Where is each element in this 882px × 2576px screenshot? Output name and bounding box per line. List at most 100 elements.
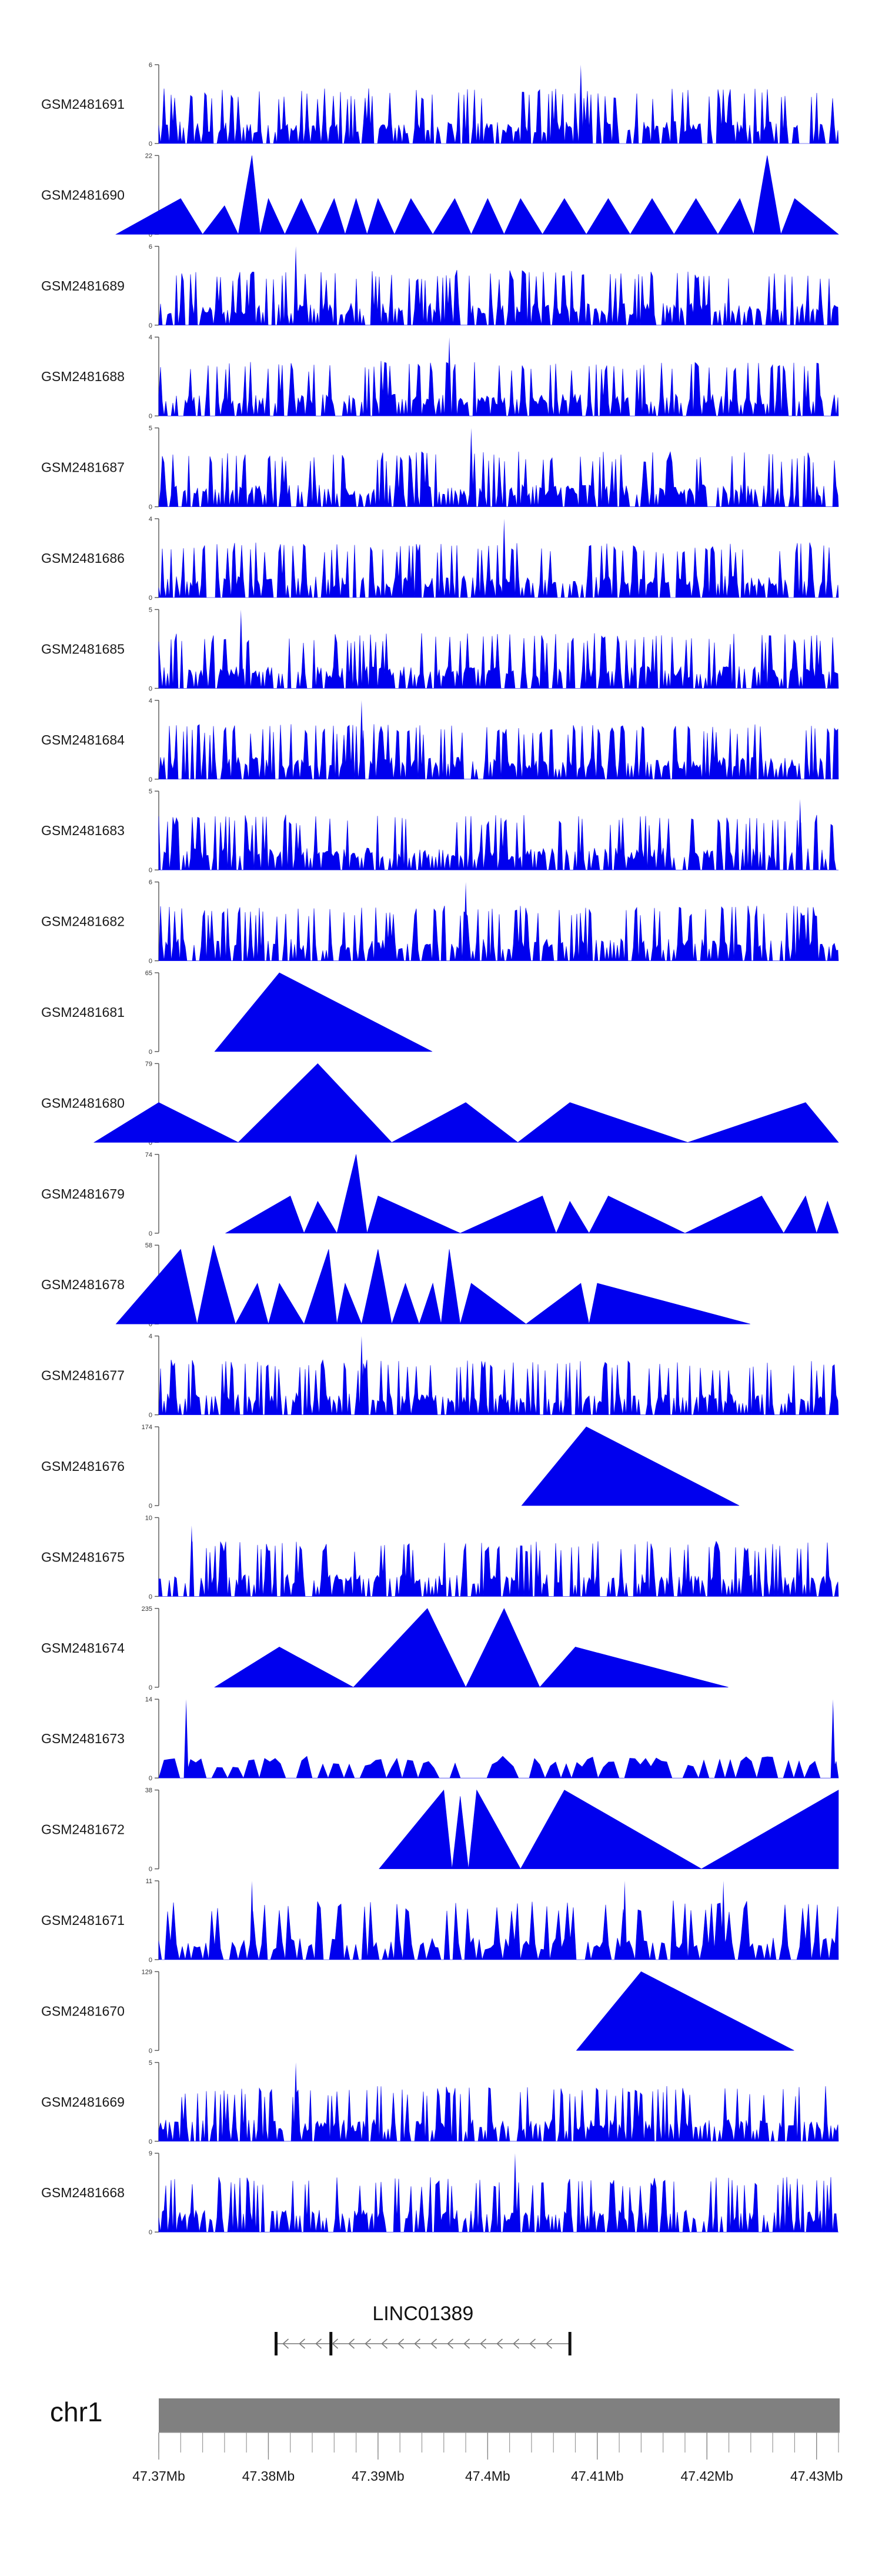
y-min-label: 0 [149, 595, 152, 602]
y-max-label: 74 [145, 1152, 152, 1159]
peak-mark [249, 1881, 255, 1960]
y-max-label: 10 [145, 1514, 152, 1521]
coverage-area [225, 1154, 839, 1234]
peak-mark [469, 428, 474, 507]
y-max-label: 5 [149, 788, 152, 795]
strand-arrow [480, 2338, 487, 2349]
y-min-label: 0 [149, 231, 152, 238]
strand-arrow [315, 2338, 322, 2349]
track-GSM2481682: GSM2481682 6 0 [41, 879, 839, 965]
peak-mark [189, 1525, 194, 1597]
strand-arrow [496, 2338, 503, 2349]
y-min-label: 0 [149, 1503, 152, 1510]
axis-tick-label: 47.4Mb [465, 2468, 510, 2484]
track-label: GSM2481674 [41, 1640, 125, 1656]
track-GSM2481671: GSM2481671 11 0 [41, 1878, 839, 1964]
y-max-label: 14 [145, 1696, 152, 1703]
strand-arrow [513, 2338, 520, 2349]
coverage-area [158, 724, 839, 780]
y-min-label: 0 [149, 322, 152, 329]
y-min-label: 0 [149, 1775, 152, 1782]
coverage-area [214, 1608, 729, 1688]
track-GSM2481683: GSM2481683 5 0 [41, 788, 838, 874]
track-GSM2481688: GSM2481688 4 0 [41, 334, 839, 420]
y-min-label: 0 [149, 867, 152, 874]
axis-tick-label: 47.43Mb [790, 2468, 843, 2484]
track-GSM2481672: GSM2481672 38 0 [41, 1787, 839, 1873]
peak-mark [293, 2062, 299, 2141]
coverage-area [158, 1359, 839, 1415]
track-GSM2481681: GSM2481681 65 0 [41, 970, 433, 1056]
y-min-label: 0 [149, 1230, 152, 1237]
track-label: GSM2481669 [41, 2094, 125, 2110]
track-GSM2481690: GSM2481690 22 0 [41, 152, 839, 238]
chromosome-axis-track: chr1 47.37Mb 47.38Mb 47.39Mb 47.4Mb 47.41Mb 47… [50, 2397, 843, 2484]
track-label: GSM2481681 [41, 1005, 125, 1020]
track-GSM2481678: GSM2481678 58 0 [41, 1242, 750, 1328]
axis-tick-label: 47.41Mb [571, 2468, 624, 2484]
track-label: GSM2481680 [41, 1095, 125, 1110]
track-label: GSM2481688 [41, 369, 125, 384]
y-max-label: 9 [149, 2150, 152, 2157]
peak-mark [622, 1881, 627, 1960]
coverage-area [158, 2086, 839, 2142]
strand-arrow [430, 2338, 437, 2349]
track-GSM2481668: GSM2481668 9 0 [41, 2150, 838, 2236]
axis-tick-label: 47.39Mb [352, 2468, 405, 2484]
chromosome-label: chr1 [50, 2397, 102, 2427]
y-max-label: 38 [145, 1787, 152, 1794]
coverage-area [158, 1756, 839, 1779]
y-max-label: 4 [149, 1333, 152, 1340]
strand-arrow [397, 2338, 405, 2349]
coverage-area [158, 1540, 839, 1597]
y-min-label: 0 [149, 1412, 152, 1419]
y-max-label: 5 [149, 425, 152, 432]
track-label: GSM2481686 [41, 550, 125, 566]
coverage-area [576, 1971, 794, 2051]
axis-tick-label: 47.38Mb [242, 2468, 295, 2484]
strand-arrow [332, 2338, 339, 2349]
track-GSM2481689: GSM2481689 6 0 [41, 243, 839, 329]
y-max-label: 22 [145, 152, 152, 159]
track-GSM2481685: GSM2481685 5 0 [41, 606, 839, 692]
peak-mark [447, 337, 452, 416]
y-max-label: 65 [145, 970, 152, 977]
coverage-area [158, 905, 839, 961]
y-max-label: 79 [145, 1060, 152, 1067]
gene-annotation-track: LINC01389 [275, 2303, 572, 2355]
y-max-label: 4 [149, 698, 152, 705]
strand-arrow [282, 2338, 289, 2349]
y-min-label: 0 [149, 1684, 152, 1691]
track-label: GSM2481677 [41, 1368, 125, 1383]
strand-arrow [447, 2338, 454, 2349]
track-label: GSM2481678 [41, 1277, 125, 1292]
track-label: GSM2481670 [41, 2003, 125, 2018]
track-label: GSM2481689 [41, 278, 125, 293]
track-label: GSM2481679 [41, 1186, 125, 1202]
track-label: GSM2481683 [41, 823, 125, 838]
coverage-area [158, 1900, 839, 1960]
y-min-label: 0 [149, 2047, 152, 2054]
track-label: GSM2481690 [41, 187, 125, 202]
strand-arrow [348, 2338, 355, 2349]
y-min-label: 0 [149, 413, 152, 420]
track-GSM2481673: GSM2481673 14 0 [41, 1696, 839, 1782]
y-min-label: 0 [149, 958, 152, 965]
track-GSM2481669: GSM2481669 5 0 [41, 2060, 839, 2145]
y-min-label: 0 [149, 1139, 152, 1146]
track-label: GSM2481685 [41, 641, 125, 656]
y-min-label: 0 [149, 776, 152, 783]
coverage-area [214, 972, 433, 1052]
y-min-label: 0 [149, 504, 152, 511]
axis-tick-label: 47.42Mb [681, 2468, 734, 2484]
peak-mark [721, 1881, 726, 1960]
y-max-label: 4 [149, 516, 152, 523]
coverage-area [158, 270, 839, 326]
axis-tick-label: 47.37Mb [132, 2468, 185, 2484]
track-label: GSM2481682 [41, 914, 125, 929]
coverage-area [379, 1789, 839, 1870]
peak-mark [512, 2153, 517, 2233]
y-min-label: 0 [149, 141, 152, 148]
track-GSM2481677: GSM2481677 4 0 [41, 1333, 839, 1419]
y-min-label: 0 [149, 1049, 152, 1056]
